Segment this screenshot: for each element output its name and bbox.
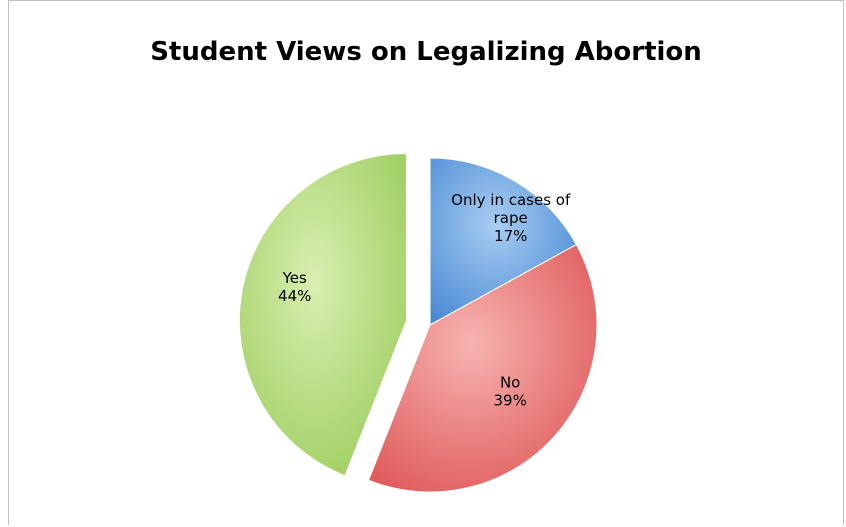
slice-label-no: No 39% [493,373,526,409]
slice-label-yes: Yes 44% [278,269,311,305]
pie-slice-yes [238,153,407,477]
pie-slice-only-in-cases-of-rape [429,157,578,326]
chart-title: Student Views on Legalizing Abortion [150,37,702,67]
slice-label-only-in-cases-of-rape: Only in cases of rape 17% [451,191,571,245]
pie-slice-no [367,243,598,493]
